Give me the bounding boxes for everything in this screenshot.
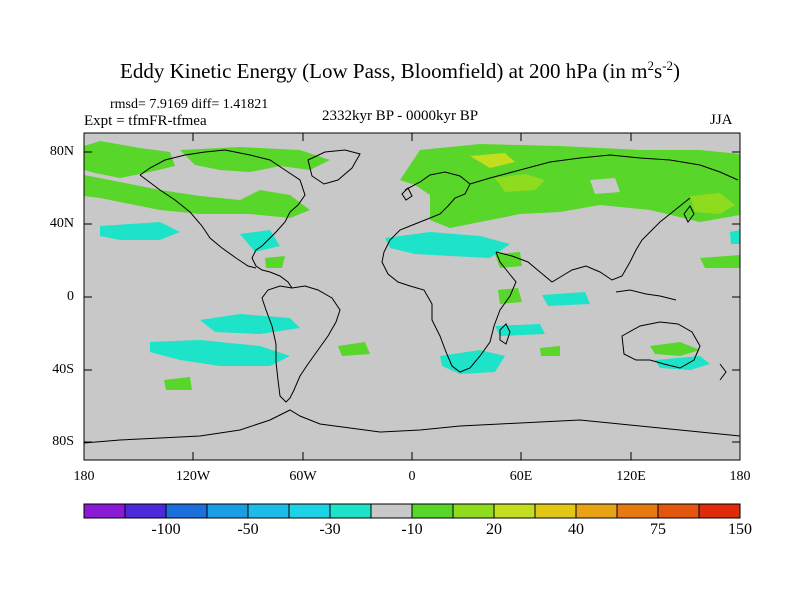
experiment-label: Expt = tfmFR-tfmea bbox=[84, 113, 207, 129]
field-mideast-cyan bbox=[385, 232, 510, 258]
field-eurasia-mid bbox=[495, 174, 545, 192]
field-arctic-west bbox=[84, 141, 175, 178]
colorbar-swatch bbox=[698, 503, 741, 519]
coast-new-zealand bbox=[719, 363, 727, 381]
colorbar-label: 150 bbox=[728, 521, 752, 538]
axis-ticks bbox=[83, 133, 741, 460]
colorbar-swatch bbox=[493, 503, 536, 519]
field-east-cyan bbox=[730, 230, 740, 244]
lon-label-120w: 120W bbox=[175, 469, 211, 484]
field-south-pacific-cyan bbox=[200, 314, 300, 334]
stats-label: rmsd= 7.9169 diff= 1.41821 bbox=[110, 97, 269, 112]
colorbar-swatch bbox=[616, 503, 659, 519]
field-indian-cyan-2 bbox=[495, 324, 545, 336]
field-north-atlantic bbox=[84, 175, 310, 218]
colorbar bbox=[83, 503, 741, 519]
colorbar-swatch bbox=[534, 503, 577, 519]
lat-label-40n: 40N bbox=[49, 216, 74, 231]
colorbar-swatch bbox=[411, 503, 454, 519]
coast-madagascar bbox=[499, 323, 511, 345]
lon-label-180e: 180 bbox=[729, 469, 751, 484]
field-southern-cyan-3 bbox=[655, 356, 710, 370]
coast-south-america bbox=[261, 285, 341, 403]
coast-greenland bbox=[307, 149, 361, 185]
colorbar-swatch bbox=[657, 503, 700, 519]
coast-asia bbox=[469, 154, 739, 185]
field-europe-gap bbox=[590, 178, 620, 194]
colorbar-swatch bbox=[329, 503, 372, 519]
period-label: 2332kyr BP - 0000kyr BP bbox=[321, 108, 479, 124]
coast-asia-south bbox=[495, 197, 691, 283]
lat-label-80s: 80S bbox=[52, 434, 74, 449]
field-southern-green-3 bbox=[650, 342, 700, 356]
field-eurasia-east-mid bbox=[690, 193, 735, 214]
colorbar-swatch bbox=[288, 503, 331, 519]
coast-north-america-west bbox=[139, 174, 257, 269]
season-label: JJA bbox=[710, 112, 733, 128]
colorbar-swatch bbox=[124, 503, 167, 519]
colorbar-label: 75 bbox=[650, 521, 666, 538]
field-southern-cyan-main bbox=[150, 340, 290, 366]
field-southern-green-1 bbox=[338, 342, 370, 356]
coast-japan bbox=[683, 205, 695, 223]
field-atlantic-green bbox=[265, 256, 285, 268]
field-arctic-america bbox=[180, 147, 330, 172]
colorbar-label: -100 bbox=[151, 521, 181, 538]
colorbar-swatch bbox=[452, 503, 495, 519]
colorbar-label: -30 bbox=[319, 521, 341, 538]
field-southern-green-2 bbox=[540, 346, 560, 356]
field-caribbean-cyan bbox=[240, 230, 280, 252]
lon-label-180w: 180 bbox=[73, 469, 95, 484]
lat-label-0: 0 bbox=[67, 289, 74, 304]
lat-label-40s: 40S bbox=[52, 362, 74, 377]
colorbar-swatch bbox=[575, 503, 618, 519]
anomaly-field bbox=[84, 141, 740, 390]
coast-europe-africa bbox=[381, 171, 517, 373]
coastlines bbox=[83, 149, 741, 444]
chart-title: Eddy Kinetic Energy (Low Pass, Bloomfiel… bbox=[120, 58, 680, 83]
colorbar-label: 20 bbox=[486, 521, 502, 538]
colorbar-swatch bbox=[247, 503, 290, 519]
lon-label-60e: 60E bbox=[509, 469, 533, 484]
colorbar-label: -10 bbox=[401, 521, 423, 538]
field-pacific-green bbox=[700, 255, 740, 268]
coast-uk bbox=[401, 187, 413, 201]
colorbar-swatch bbox=[165, 503, 208, 519]
field-indian-cyan bbox=[542, 292, 590, 306]
field-pacific-cyan bbox=[100, 222, 180, 240]
coast-australia bbox=[621, 321, 701, 369]
colorbar-swatch bbox=[83, 503, 126, 519]
field-southern-green-4 bbox=[164, 377, 192, 390]
colorbar-swatch bbox=[206, 503, 249, 519]
lon-label-0: 0 bbox=[408, 469, 416, 484]
colorbar-swatch bbox=[370, 503, 413, 519]
coast-indonesia bbox=[615, 289, 677, 301]
lon-label-120e: 120E bbox=[616, 469, 646, 484]
coast-antarctica bbox=[83, 409, 741, 444]
lat-label-80n: 80N bbox=[49, 144, 74, 159]
coast-north-america bbox=[139, 149, 306, 289]
field-eurasia-high bbox=[470, 153, 515, 168]
colorbar-label: 40 bbox=[568, 521, 584, 538]
lon-label-60w: 60W bbox=[289, 469, 317, 484]
field-southern-cyan-2 bbox=[440, 350, 505, 374]
colorbar-label: -50 bbox=[237, 521, 259, 538]
